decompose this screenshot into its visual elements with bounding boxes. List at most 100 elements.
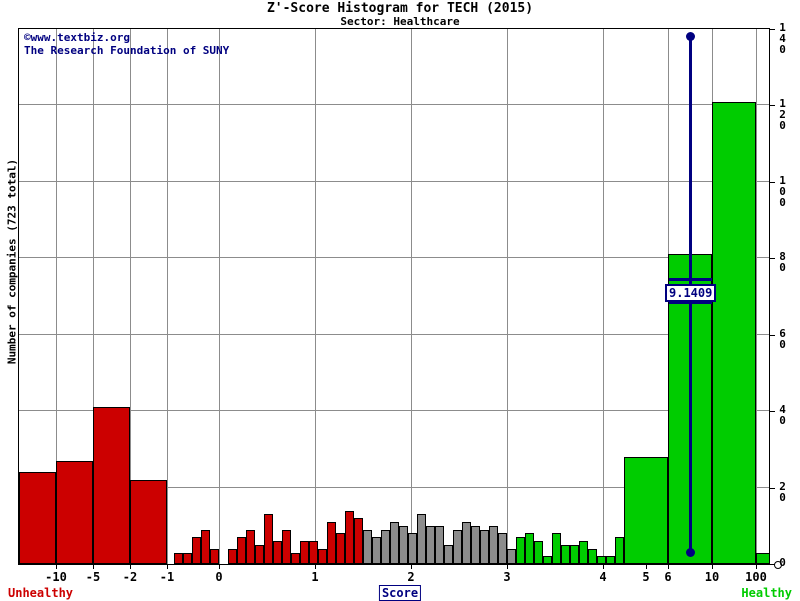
y-tick-mark-80 xyxy=(770,258,775,260)
x-tick-label-5: 5 xyxy=(642,570,650,584)
histogram-bar xyxy=(372,537,381,564)
marker-whisker-low xyxy=(669,301,712,305)
y-tick-label-60: 60 xyxy=(776,326,789,349)
x-tick-label-neg2: -2 xyxy=(122,570,138,584)
histogram-bar xyxy=(354,518,363,564)
histogram-bar xyxy=(19,472,56,564)
x-tick-mark-9 xyxy=(646,565,647,569)
y-tick-mark-0 xyxy=(770,564,775,565)
histogram-bar xyxy=(255,544,264,564)
histogram-bar xyxy=(345,510,354,564)
chart-title: Z'-Score Histogram for TECH (2015) xyxy=(266,1,534,16)
gridline-y-40 xyxy=(19,410,769,412)
x-tick-label-3: 3 xyxy=(503,570,511,584)
attribution-line-2: The Research Foundation of SUNY xyxy=(24,44,230,57)
x-tick-mark-10 xyxy=(668,565,669,569)
y-tick-mark-100 xyxy=(770,181,775,183)
y-tick-label-100: 100 xyxy=(776,173,789,207)
y-tick-label-0: 0 xyxy=(776,556,789,567)
plot-area: 9.1409 xyxy=(18,28,770,565)
marker-value-label: 9.1409 xyxy=(665,283,717,302)
x-tick-label-2: 2 xyxy=(407,570,415,584)
histogram-bar xyxy=(597,556,606,564)
histogram-bar xyxy=(471,525,480,564)
histogram-bar xyxy=(525,533,534,564)
y-tick-mark-60 xyxy=(770,334,775,336)
y-axis-label: Number of companies (723 total) xyxy=(5,158,19,365)
histogram-bar xyxy=(174,552,183,564)
histogram-bar xyxy=(264,514,273,564)
histogram-bar xyxy=(606,556,615,564)
x-tick-mark-1 xyxy=(93,565,94,569)
histogram-bar xyxy=(561,544,570,564)
histogram-bar xyxy=(552,533,561,564)
histogram-bar xyxy=(543,556,552,564)
histogram-bar xyxy=(426,525,435,564)
histogram-bar xyxy=(570,544,579,564)
x-tick-mark-7 xyxy=(507,565,508,569)
gridline-x-11 xyxy=(756,29,757,564)
x-tick-label-neg5: -5 xyxy=(85,570,101,584)
histogram-bar xyxy=(93,407,130,564)
histogram-bar xyxy=(246,529,255,564)
gridline-x-2 xyxy=(130,29,131,564)
histogram-bar xyxy=(300,541,309,564)
histogram-bar xyxy=(381,529,390,564)
gridline-y-60 xyxy=(19,333,769,335)
histogram-bar xyxy=(291,552,300,564)
histogram-bar xyxy=(453,529,462,564)
histogram-bar xyxy=(192,537,201,564)
x-tick-mark-3 xyxy=(167,565,168,569)
gridline-y-20 xyxy=(19,486,769,488)
x-tick-mark-11 xyxy=(712,565,713,569)
x-tick-label-neg1: -1 xyxy=(159,570,175,584)
gridline-x-6 xyxy=(411,29,412,564)
x-tick-mark-8 xyxy=(603,565,604,569)
x-tick-mark-12 xyxy=(756,565,757,569)
gridline-y-100 xyxy=(19,180,769,182)
attribution-line-1: ©www.textbiz.org xyxy=(24,31,130,44)
histogram-bar xyxy=(498,533,507,564)
y-tick-mark-120 xyxy=(770,105,775,107)
histogram-bar xyxy=(408,533,417,564)
histogram-bar xyxy=(228,548,237,564)
histogram-bar xyxy=(579,541,588,564)
histogram-bar xyxy=(201,529,210,564)
histogram-bar xyxy=(417,514,426,564)
histogram-bar xyxy=(327,521,336,564)
x-tick-mark-5 xyxy=(315,565,316,569)
marker-whisker-high xyxy=(669,278,712,282)
marker-dot-top xyxy=(686,31,695,41)
histogram-bar xyxy=(318,548,327,564)
histogram-bar xyxy=(282,529,291,564)
histogram-bar xyxy=(56,460,93,564)
histogram-bar xyxy=(588,548,597,564)
gridline-y-80 xyxy=(19,257,769,259)
histogram-bar xyxy=(489,525,498,564)
y-tick-label-120: 120 xyxy=(776,97,789,131)
unhealthy-label: Unhealthy xyxy=(8,586,74,600)
histogram-bar xyxy=(210,548,219,564)
histogram-bar xyxy=(183,552,192,564)
histogram-bar xyxy=(399,525,408,564)
y-tick-label-80: 80 xyxy=(776,250,789,273)
histogram-bar xyxy=(480,529,489,564)
histogram-bar xyxy=(237,537,246,564)
histogram-bar xyxy=(309,541,318,564)
histogram-bar xyxy=(336,533,345,564)
x-axis-title: Score xyxy=(378,585,422,601)
histogram-bar xyxy=(462,521,471,564)
gridline-y-120 xyxy=(19,104,769,106)
x-tick-label-0: 0 xyxy=(215,570,223,584)
origin-marker-icon xyxy=(774,561,782,569)
x-tick-label-100: 100 xyxy=(745,570,767,584)
gridline-x-8 xyxy=(603,29,604,564)
histogram-bar xyxy=(130,479,167,564)
histogram-bar xyxy=(624,457,668,564)
x-tick-label-4: 4 xyxy=(599,570,607,584)
attribution-block: ©www.textbiz.org The Research Foundation… xyxy=(24,31,229,57)
x-tick-label-neg10: -10 xyxy=(45,570,67,584)
x-tick-label-6: 6 xyxy=(664,570,672,584)
y-tick-mark-140 xyxy=(770,29,775,30)
